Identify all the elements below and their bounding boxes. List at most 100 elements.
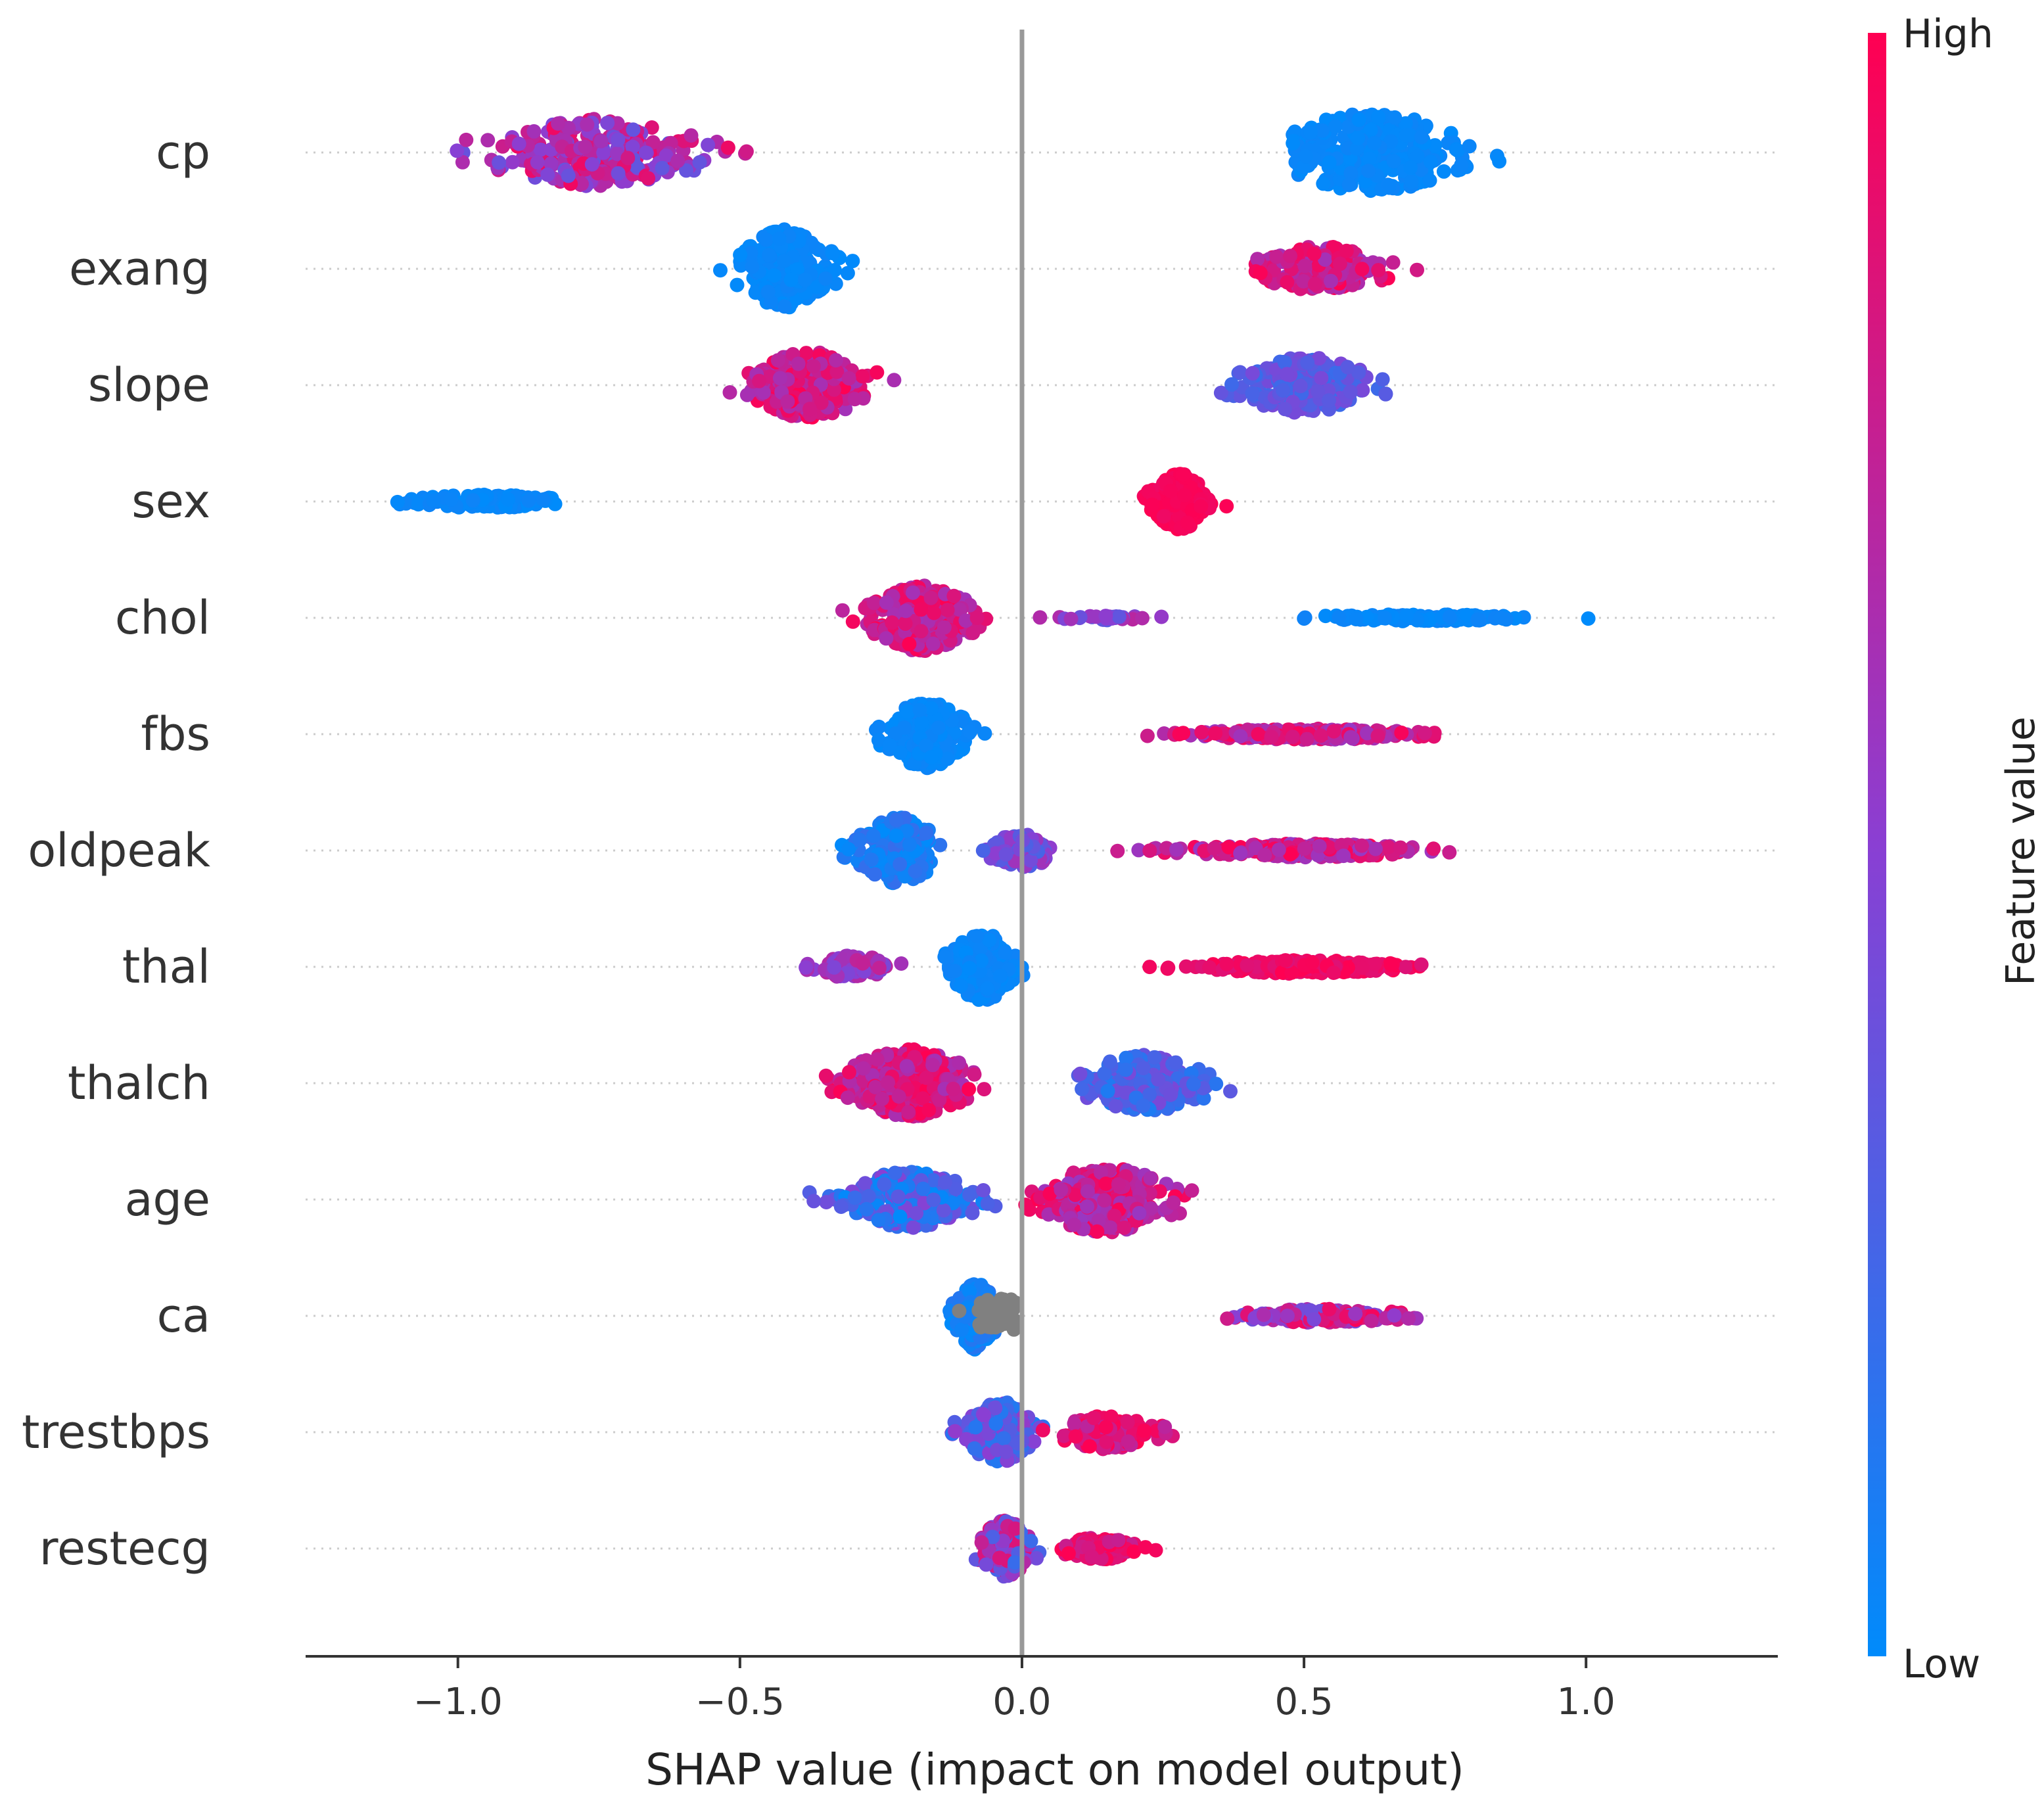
shap-point [1313,728,1328,743]
shap-point [856,1061,871,1076]
shap-point [891,1189,906,1204]
shap-point [828,353,843,368]
shap-point [827,960,842,975]
shap-point [1283,248,1297,264]
shap-point [780,394,795,409]
shap-point [1404,174,1419,189]
shap-point [1135,611,1150,626]
shap-point [1336,849,1351,864]
shap-point [1351,131,1366,146]
shap-point [838,402,853,417]
shap-point [762,247,777,262]
shap-point [1208,726,1223,741]
shap-point [1067,1217,1082,1232]
shap-point [925,636,941,651]
shap-point [877,1177,892,1192]
shap-point [889,812,904,828]
shap-point [783,272,799,287]
shap-point [916,1181,931,1196]
shap-point [1194,724,1209,739]
shap-point [444,492,459,507]
shap-point [1349,141,1364,156]
shap-point [806,1194,822,1209]
shap-point [866,595,881,611]
shap-point [847,1190,862,1205]
shap-point [1378,611,1392,625]
shap-point [1033,610,1048,625]
shap-point [1383,134,1399,149]
shap-point [891,1089,906,1104]
shap-point [1370,728,1385,743]
shap-point [864,852,879,868]
shap-point [1110,843,1125,858]
shap-point [1436,164,1451,179]
shap-point [845,614,860,629]
shap-point [1371,110,1386,125]
shap-point [626,122,641,137]
shap-point [1143,1171,1158,1186]
shap-point [659,148,674,163]
shap-point [1394,725,1409,740]
shap-point [1245,365,1260,381]
shap-point [900,703,915,718]
shap-point [936,1203,951,1218]
shap-point [1168,1055,1183,1070]
shap-point [841,371,856,386]
shap-point [501,492,515,507]
shap-point [1378,386,1393,402]
shap-point [600,116,615,131]
shap-point [923,590,939,605]
shap-point [480,133,496,148]
shap-point [450,143,465,158]
shap-point [1154,609,1169,624]
shap-point [1280,367,1295,382]
shap-point [1176,467,1190,482]
shap-point [1362,151,1377,166]
shap-point [870,365,885,380]
shap-point [758,232,774,247]
shap-point [526,124,542,139]
shap-point [893,856,908,872]
shap-point [967,1067,982,1082]
shap-point [1151,1072,1166,1087]
shap-point [1285,730,1300,745]
shap-point [1142,960,1157,975]
shap-point [530,154,545,170]
shap-point [1136,1098,1151,1113]
shap-point [937,1175,952,1190]
shap-point [1223,1084,1238,1099]
shap-point [962,1082,977,1097]
shap-point [1147,1050,1162,1065]
shap-point [1219,956,1234,971]
shap-point [861,1189,876,1203]
shap-point [1343,166,1359,181]
shap-point [521,493,536,508]
shap-point [962,1187,977,1202]
shap-point [1080,1199,1095,1214]
shap-point [965,1205,980,1221]
shap-point [948,964,962,979]
shap-point [866,828,881,843]
shap-point [833,1200,848,1214]
shap-point [898,616,913,631]
shap-point [756,385,771,400]
shap-point [584,157,599,172]
shap-point [1163,483,1178,498]
shap-point [1180,515,1196,530]
shap-point [701,137,716,152]
shap-point [1498,612,1514,627]
shap-point [1355,960,1370,975]
shap-point [760,285,776,300]
shap-point [610,116,625,131]
shap-point [859,1201,874,1217]
shap-point [1296,274,1311,289]
shap-point [887,1165,902,1180]
shap-point [1351,365,1366,380]
shap-point [925,1058,941,1073]
shap-point [799,346,814,361]
shap-point [1278,402,1293,417]
shap-point [1355,262,1370,277]
shap-point [975,843,990,858]
shap-point [835,603,850,618]
shap-point [772,231,787,246]
